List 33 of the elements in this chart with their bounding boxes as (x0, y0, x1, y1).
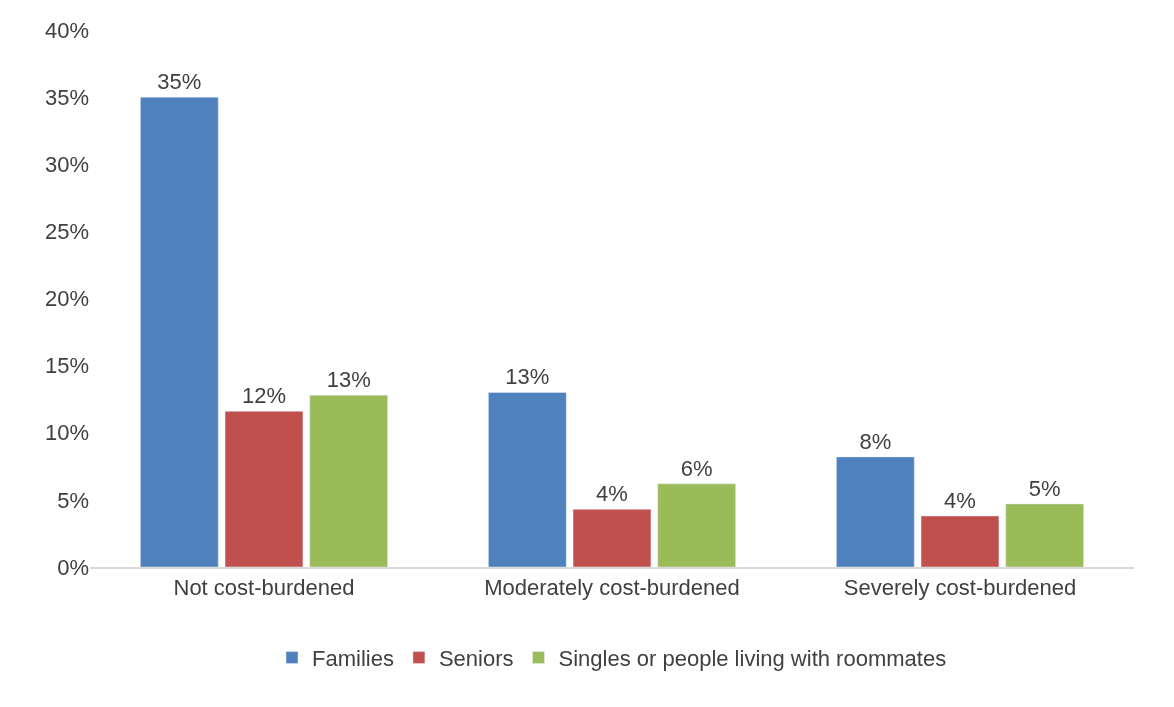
data-label: 13% (326, 367, 371, 393)
data-label: 8% (859, 428, 892, 454)
data-label: 13% (505, 364, 550, 390)
legend-label: Singles or people living with roommates (558, 646, 947, 672)
y-tick-label: 40% (44, 17, 89, 43)
data-label: 12% (241, 383, 287, 409)
bar (140, 96, 219, 567)
y-tick-label: 0% (57, 554, 89, 580)
y-tick-label: 10% (44, 420, 89, 446)
bar (657, 483, 736, 567)
data-label: 35% (157, 69, 202, 95)
bar (224, 411, 304, 567)
bar (309, 394, 388, 567)
bar (920, 515, 1000, 567)
y-tick-label: 35% (44, 84, 89, 110)
bar (572, 509, 652, 567)
x-tick-label: Moderately cost-burdened (484, 575, 740, 601)
bar (1005, 503, 1084, 567)
y-tick-label: 20% (44, 286, 89, 312)
y-tick-label: 5% (57, 487, 89, 513)
x-tick-label: Severely cost-burdened (843, 575, 1077, 601)
data-label: 6% (680, 455, 713, 481)
legend-label: Seniors (438, 646, 514, 672)
legend-label: Families (312, 646, 394, 672)
bar (836, 456, 915, 567)
y-tick-label: 30% (44, 151, 89, 177)
data-label: 5% (1028, 475, 1061, 501)
data-label: 4% (596, 481, 628, 507)
y-tick-label: 15% (44, 353, 89, 379)
data-label: 4% (944, 487, 976, 513)
y-tick-label: 25% (44, 219, 89, 245)
bar (488, 392, 567, 567)
x-tick-label: Not cost-burdened (173, 575, 355, 601)
